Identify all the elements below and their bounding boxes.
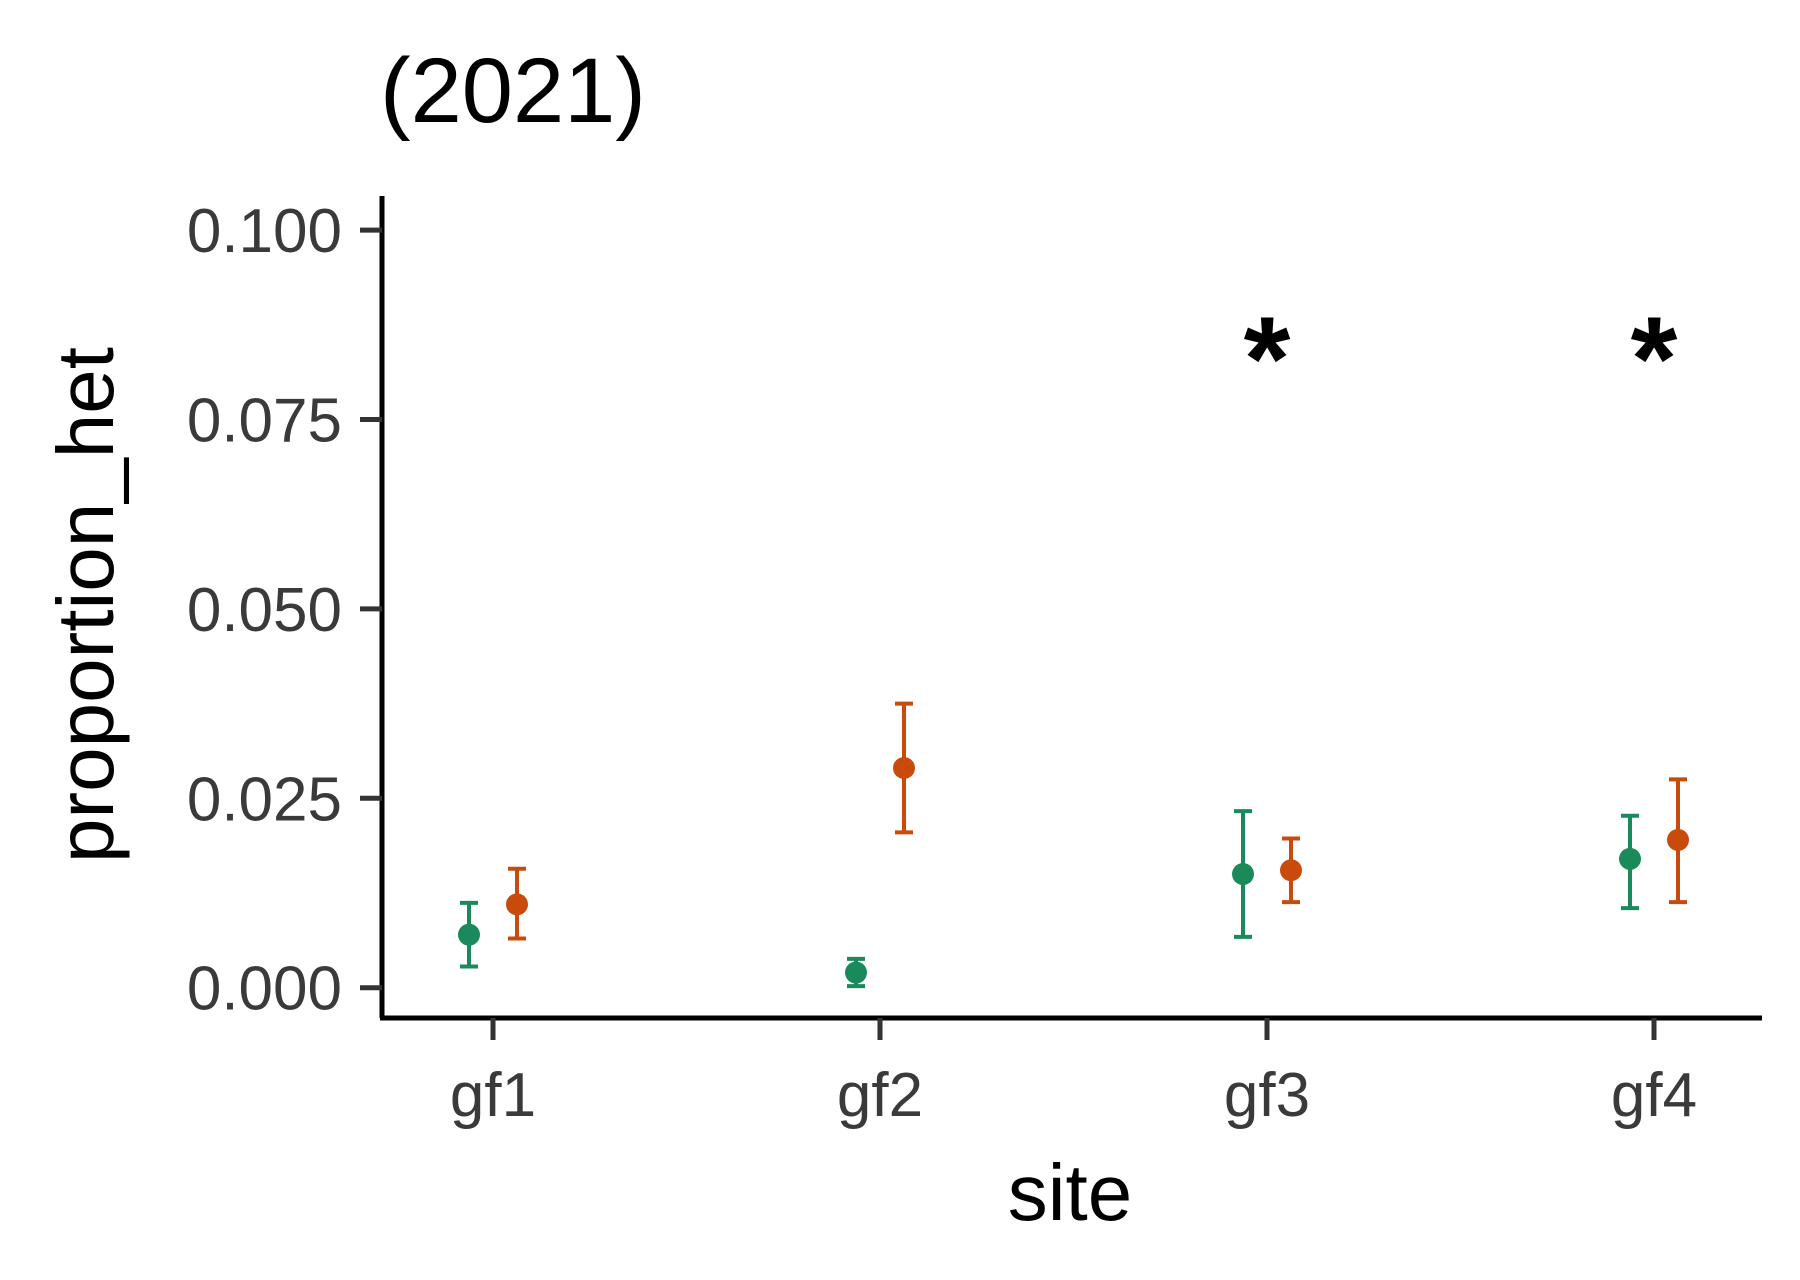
x-tick-label: gf2 [837, 1061, 923, 1130]
x-tick-label: gf4 [1611, 1061, 1697, 1130]
data-point [458, 923, 480, 946]
y-tick-label: 0.025 [187, 765, 342, 834]
y-tick-label: 0.075 [187, 386, 342, 455]
x-tick-label: gf1 [450, 1061, 536, 1130]
x-axis-ticks: gf1 gf2 gf3 gf4 [450, 1018, 1697, 1130]
data-point [506, 893, 528, 916]
axes [379, 196, 1762, 1021]
data-marks [458, 701, 1689, 989]
data-point [1619, 847, 1641, 870]
data-point [893, 756, 915, 779]
x-axis-title: site [1008, 1148, 1133, 1237]
y-axis-title: proportion_het [41, 347, 130, 863]
significance-annotations: * * [1244, 292, 1678, 426]
data-point [845, 961, 867, 984]
significance-asterisk: * [1244, 292, 1291, 426]
data-point [1280, 859, 1302, 882]
data-point [1667, 828, 1689, 851]
data-point [1232, 863, 1254, 886]
y-axis-ticks: 0.000 0.025 0.050 0.075 0.100 [187, 197, 382, 1024]
y-tick-label: 0.000 [187, 955, 342, 1024]
chart-title: (2021) [380, 40, 646, 142]
y-tick-label: 0.100 [187, 197, 342, 266]
y-tick-label: 0.050 [187, 576, 342, 645]
significance-asterisk: * [1631, 292, 1678, 426]
x-tick-label: gf3 [1224, 1061, 1310, 1130]
